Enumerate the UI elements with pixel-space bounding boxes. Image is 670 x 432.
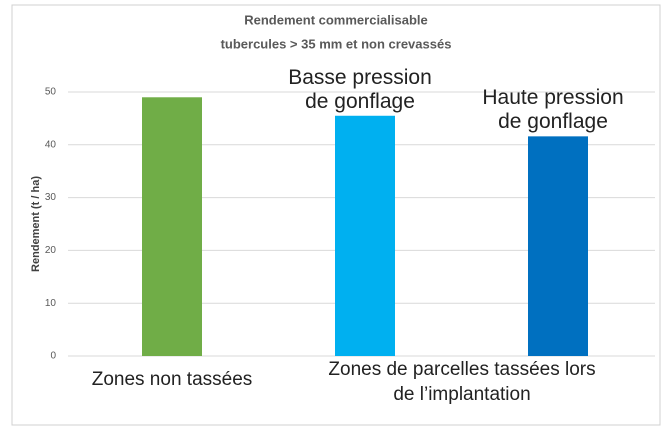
bar-annotation: Haute pression de gonflage xyxy=(482,86,624,134)
bar xyxy=(335,115,395,356)
y-tick-label: 30 xyxy=(45,192,57,203)
group-label: Zones de parcelles tassées lors de l’imp… xyxy=(328,359,596,405)
chart-title: Rendement commercialisable xyxy=(244,12,428,27)
y-tick-label: 40 xyxy=(45,139,57,150)
chart-subtitle: tubercules > 35 mm et non crevassés xyxy=(221,36,452,51)
bar-annotation: Basse pression de gonflage xyxy=(288,65,432,113)
bar xyxy=(528,136,588,356)
y-tick-label: 50 xyxy=(45,87,57,98)
y-tick-label: 20 xyxy=(45,245,57,256)
y-tick-label: 0 xyxy=(50,351,56,362)
y-axis-label: Rendement (t / ha) xyxy=(30,176,42,272)
x-tick-label: Zones non tassées xyxy=(91,369,253,390)
bar xyxy=(142,97,202,356)
y-tick-label: 10 xyxy=(45,298,57,309)
